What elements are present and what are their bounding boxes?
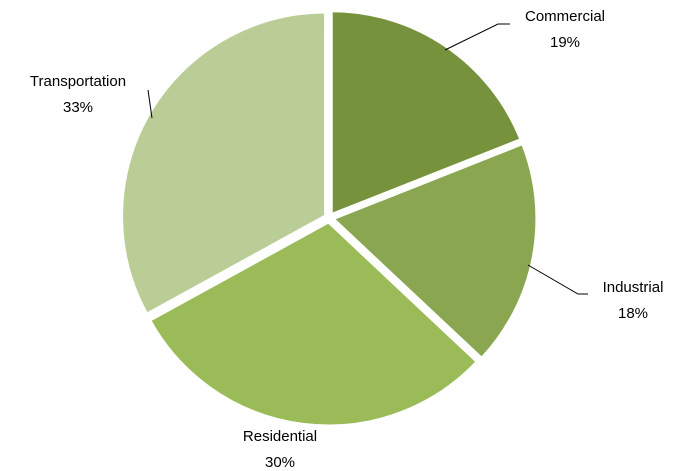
pie-slice — [330, 141, 539, 361]
pie-slice — [120, 10, 328, 317]
slice-label: Industrial — [603, 279, 664, 296]
slice-label: Commercial — [525, 8, 605, 25]
slice-label: Transportation — [30, 73, 126, 90]
slice-value-label: 19% — [550, 34, 580, 51]
leader-line — [147, 89, 153, 119]
leader-line — [444, 23, 510, 51]
pie-slice — [147, 220, 480, 428]
slice-value-label: 33% — [63, 99, 93, 116]
slice-value-label: 18% — [618, 305, 648, 322]
slice-value-label: 30% — [265, 454, 295, 471]
pie-slice — [329, 9, 523, 217]
leader-line — [527, 264, 588, 295]
slice-label: Residential — [243, 428, 317, 445]
